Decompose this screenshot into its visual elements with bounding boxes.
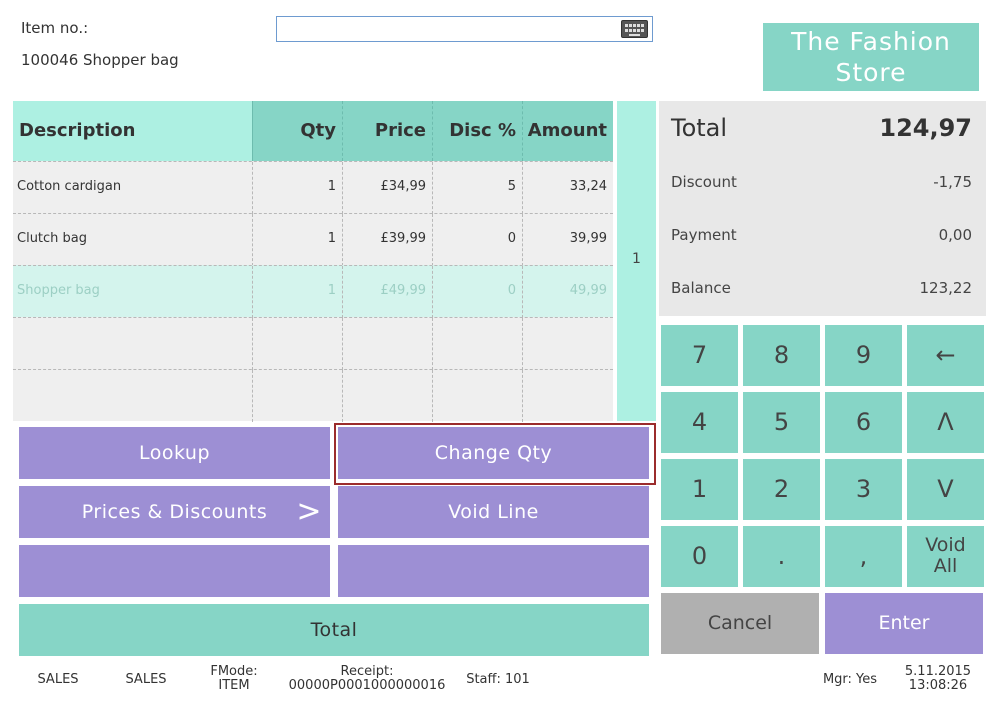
status-time: 13:08:26 (908, 678, 968, 693)
column-header-description: Description (13, 101, 252, 161)
totals-panel: Total 124,97 Discount -1,75 Payment 0,00… (659, 101, 986, 316)
key-comma[interactable]: , (825, 526, 902, 587)
status-fmode-value: ITEM (218, 678, 250, 693)
key-2[interactable]: 2 (743, 459, 820, 520)
status-receipt-label: Receipt: (340, 664, 394, 679)
row-price: £39,99 (342, 214, 432, 266)
void-line-button[interactable]: Void Line (338, 486, 649, 538)
status-mode-1: SALES (37, 672, 79, 687)
line-scroll-column[interactable]: 1 (617, 101, 656, 421)
table-row-selected[interactable]: Shopper bag 1 £49,99 0 49,99 (13, 265, 613, 318)
lookup-button[interactable]: Lookup (19, 427, 330, 479)
status-fmode: FMode: ITEM (200, 665, 268, 693)
column-header-qty: Qty (252, 101, 342, 161)
status-mode-2: SALES (125, 672, 167, 687)
empty-action-button[interactable] (338, 545, 649, 597)
store-logo-line1: The Fashion (791, 27, 951, 56)
cancel-button[interactable]: Cancel (661, 593, 819, 654)
store-logo: The Fashion Store (763, 23, 979, 91)
row-description: Shopper bag (17, 283, 100, 298)
balance-label: Balance (671, 279, 731, 297)
status-receipt-value: 00000P0001000000016 (288, 678, 446, 693)
status-staff: Staff: 101 (466, 672, 530, 687)
table-header: Description Qty Price Disc % Amount (13, 101, 613, 161)
total-value: 124,97 (879, 114, 972, 142)
discount-value: -1,75 (933, 173, 972, 191)
status-fmode-label: FMode: (210, 664, 258, 679)
row-description: Clutch bag (17, 231, 88, 246)
status-date: 5.11.2015 (904, 664, 972, 679)
table-row[interactable]: Clutch bag 1 £39,99 0 39,99 (13, 213, 613, 266)
enter-button[interactable]: Enter (825, 593, 983, 654)
line-count: 1 (632, 251, 641, 267)
discount-row: Discount -1,75 (671, 173, 972, 191)
void-all-button[interactable]: Void All (907, 526, 984, 587)
key-7[interactable]: 7 (661, 325, 738, 386)
row-qty: 1 (252, 162, 342, 214)
void-all-label-1: Void (925, 534, 966, 556)
column-header-disc: Disc % (432, 101, 522, 161)
total-button[interactable]: Total (19, 604, 649, 656)
discount-label: Discount (671, 173, 737, 191)
total-row: Total 124,97 (671, 114, 972, 142)
change-qty-button[interactable]: Change Qty (338, 427, 649, 479)
key-0[interactable]: 0 (661, 526, 738, 587)
key-5[interactable]: 5 (743, 392, 820, 453)
chevron-right-icon: > (296, 494, 322, 529)
void-all-label-2: All (933, 555, 958, 577)
row-description: Cotton cardigan (17, 179, 122, 194)
payment-row: Payment 0,00 (671, 226, 972, 244)
column-header-price: Price (342, 101, 432, 161)
row-disc: 0 (432, 266, 522, 318)
table-row[interactable]: Cotton cardigan 1 £34,99 5 33,24 (13, 161, 613, 214)
status-mgr: Mgr: Yes (822, 672, 878, 687)
row-qty: 1 (252, 266, 342, 318)
prices-discounts-button[interactable]: Prices & Discounts > (19, 486, 330, 538)
row-price: £49,99 (342, 266, 432, 318)
payment-value: 0,00 (938, 226, 972, 244)
key-4[interactable]: 4 (661, 392, 738, 453)
item-number-label: Item no.: (21, 19, 89, 37)
change-qty-highlight (334, 423, 656, 485)
arrow-down-icon[interactable]: V (907, 459, 984, 520)
row-amount: 33,24 (522, 162, 613, 214)
item-number-input[interactable] (276, 16, 653, 42)
key-dot[interactable]: . (743, 526, 820, 587)
prices-discounts-label: Prices & Discounts (81, 501, 268, 523)
current-item-text: 100046 Shopper bag (21, 51, 179, 69)
empty-action-button[interactable] (19, 545, 330, 597)
table-row-empty (13, 317, 613, 370)
row-disc: 5 (432, 162, 522, 214)
keyboard-icon[interactable] (621, 20, 648, 38)
row-disc: 0 (432, 214, 522, 266)
row-amount: 49,99 (522, 266, 613, 318)
backspace-icon[interactable]: ← (907, 325, 984, 386)
key-8[interactable]: 8 (743, 325, 820, 386)
column-header-amount: Amount (522, 101, 613, 161)
balance-value: 123,22 (919, 279, 973, 297)
key-6[interactable]: 6 (825, 392, 902, 453)
table-row-empty (13, 369, 613, 422)
balance-row: Balance 123,22 (671, 279, 972, 297)
status-receipt: Receipt: 00000P0001000000016 (282, 665, 452, 693)
key-3[interactable]: 3 (825, 459, 902, 520)
arrow-up-icon[interactable]: Λ (907, 392, 984, 453)
key-9[interactable]: 9 (825, 325, 902, 386)
row-amount: 39,99 (522, 214, 613, 266)
status-datetime: 5.11.2015 13:08:26 (900, 665, 976, 693)
store-logo-line2: Store (835, 58, 907, 87)
key-1[interactable]: 1 (661, 459, 738, 520)
total-label: Total (671, 114, 728, 142)
receipt-table: Description Qty Price Disc % Amount Cott… (13, 101, 613, 422)
row-qty: 1 (252, 214, 342, 266)
row-price: £34,99 (342, 162, 432, 214)
payment-label: Payment (671, 226, 737, 244)
